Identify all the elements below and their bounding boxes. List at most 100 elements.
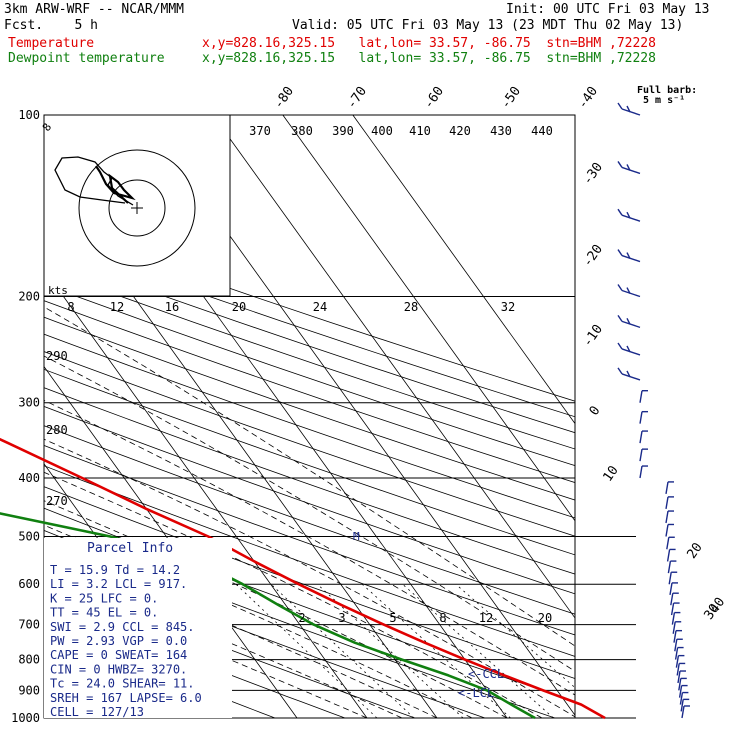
isotherm-label: -70 xyxy=(344,84,370,112)
moist-adiabat xyxy=(44,399,575,696)
wind-barb xyxy=(678,678,682,691)
wind-barb xyxy=(670,593,674,606)
plot-border xyxy=(43,114,576,719)
theta-label: 390 xyxy=(332,124,354,138)
dry-adiabat xyxy=(44,486,575,679)
parcel-info-row: CELL = 127/13 xyxy=(50,705,144,719)
isotherm-label: -60 xyxy=(421,84,447,112)
wind-barb xyxy=(670,602,675,616)
theta-label: 430 xyxy=(490,124,512,138)
dewpoint-location: x,y=828.16,325.15 lat,lon= 33.57, -86.75… xyxy=(202,51,656,66)
pressure-label: 1000 xyxy=(11,711,40,725)
isotherm-label: 20 xyxy=(684,540,705,561)
mixing-ratio-label: 12 xyxy=(479,611,493,625)
mixing-ratio-label: 5 xyxy=(389,611,396,625)
parcel-info-row: Tc = 24.0 SHEAR= 11. xyxy=(50,677,195,691)
dry-adiabat xyxy=(44,268,575,450)
wind-barb xyxy=(680,699,684,712)
mixing-ratio-label: 2 xyxy=(298,611,305,625)
wind-barb xyxy=(621,214,641,222)
wind-barb xyxy=(668,572,672,585)
wind-barb xyxy=(674,647,679,660)
wind-barb xyxy=(626,164,631,171)
wind-barb xyxy=(617,314,623,322)
dry-adiabat xyxy=(44,252,575,434)
wind-barb xyxy=(666,549,671,562)
isotherm-label: 30 xyxy=(701,601,722,622)
moist-adiabat xyxy=(44,524,473,718)
dry-adiabat xyxy=(44,445,575,636)
parcel-info-row: K = 25 LFC = 0. xyxy=(50,591,158,605)
dry-adiabat xyxy=(44,333,575,519)
wind-barb xyxy=(621,254,641,263)
isotherm-line xyxy=(282,115,575,522)
dewpoint-legend: Dewpoint temperature xyxy=(8,51,165,66)
theta-label: 370 xyxy=(249,124,271,138)
parcel-info-background xyxy=(44,538,232,718)
barb-legend-title: Full barb: xyxy=(637,85,697,96)
pressure-label: 800 xyxy=(18,653,40,667)
theta-label: 280 xyxy=(46,423,68,437)
wind-barb xyxy=(639,465,643,479)
dry-adiabat xyxy=(44,425,575,615)
hodograph-tick-label: 20 xyxy=(232,300,246,314)
mixing-ratio-label: 3 xyxy=(338,611,345,625)
isotherm-label: -40 xyxy=(575,84,601,112)
valid-time: Valid: 05 UTC Fri 03 May 13 (23 MDT Thu … xyxy=(292,18,684,33)
mixing-ratio-line xyxy=(455,583,575,689)
isotherm-label: -10 xyxy=(580,322,606,350)
hodograph-tick-label: 8 xyxy=(67,300,74,314)
marker-label: M xyxy=(353,530,360,543)
pressure-label: 500 xyxy=(18,529,40,543)
mixing-ratio-line xyxy=(235,583,378,718)
hodograph-tick-label: 32 xyxy=(501,300,515,314)
mixing-ratio-label: 8 xyxy=(439,611,446,625)
hodograph-tick-label: 28 xyxy=(404,300,418,314)
isotherm-label: -20 xyxy=(580,242,606,270)
dry-adiabat xyxy=(44,237,575,418)
dry-adiabat xyxy=(44,465,575,657)
parcel-info-row: TT = 45 EL = 0. xyxy=(50,606,158,620)
mixing-ratio-line xyxy=(402,583,554,718)
wind-barb xyxy=(617,208,623,216)
ccl-label: <-CCL xyxy=(468,667,504,681)
wind-barb xyxy=(626,211,631,219)
sounding-profiles xyxy=(0,437,606,720)
wind-barb xyxy=(617,161,623,168)
wind-barb xyxy=(626,105,631,113)
wind-barb xyxy=(617,102,623,110)
pressure-label: 400 xyxy=(18,471,40,485)
wind-barb xyxy=(665,524,669,537)
isotherm-label: -30 xyxy=(580,160,606,188)
wind-barb xyxy=(626,252,631,259)
wind-barb xyxy=(626,318,631,325)
wind-barb xyxy=(621,320,641,329)
wind-barb xyxy=(617,367,623,375)
wind-barb xyxy=(677,670,681,684)
isotherm-label: -80 xyxy=(271,84,297,112)
temperature-profile xyxy=(0,437,606,720)
moist-adiabat xyxy=(44,582,368,718)
wind-barb xyxy=(679,692,684,705)
parcel-info-row: SREH = 167 LAPSE= 6.0 xyxy=(50,691,202,705)
wind-barb xyxy=(671,612,676,625)
hodograph-tick-label: 24 xyxy=(313,300,327,314)
parcel-info-row: CAPE = 0 SWEAT= 164 xyxy=(50,648,187,662)
isotherm-label: 0 xyxy=(587,403,604,418)
theta-label: 380 xyxy=(291,124,313,138)
wind-barb xyxy=(665,510,669,524)
dewpoint-profile xyxy=(0,512,536,720)
barb-legend-unit: 5 m s⁻¹ xyxy=(643,95,685,106)
parcel-info-row: LI = 3.2 LCL = 917. xyxy=(50,577,187,591)
wind-barb xyxy=(617,249,623,256)
wind-barb xyxy=(621,108,641,116)
wind-barb xyxy=(681,705,685,719)
parcel-info-panel: Parcel Info T = 15.9 Td = 14.2LI = 3.2 LC… xyxy=(44,538,232,719)
isotherm-label: 10 xyxy=(600,463,621,484)
wind-barb xyxy=(669,582,673,596)
pressure-label: 200 xyxy=(18,290,40,304)
pressure-label: 100 xyxy=(18,108,40,122)
wind-barb xyxy=(626,370,631,378)
